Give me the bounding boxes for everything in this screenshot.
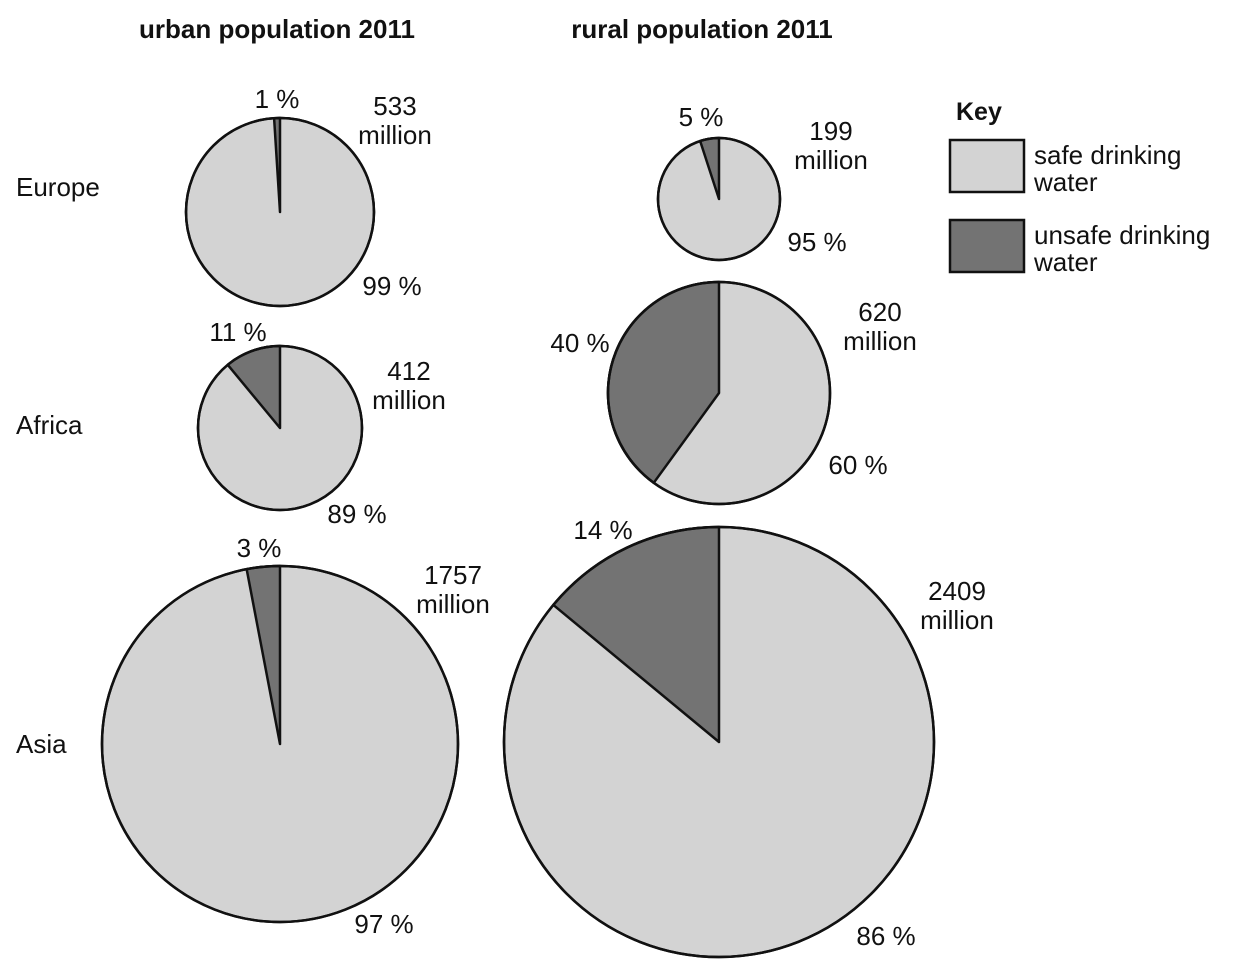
urban-asia-unsafe-label: 3 % [237, 533, 282, 563]
legend-label-unsafe-line1: unsafe drinking [1034, 220, 1210, 250]
legend: Key safe drinking water unsafe drinking … [948, 98, 1210, 277]
urban-asia-total-label: 1757 [424, 560, 482, 590]
legend-swatch-unsafe [948, 218, 1026, 274]
rural-africa-total-label: 620 [858, 297, 901, 327]
rural-title: rural population 2011 [571, 14, 833, 44]
rural-asia-total-label: 2409 [928, 576, 986, 606]
rural-asia-safe-label: 86 % [856, 921, 915, 951]
urban-africa-safe-label: 89 % [327, 499, 386, 529]
rural-europe-unsafe-label: 5 % [679, 102, 724, 132]
urban-title: urban population 2011 [139, 14, 415, 44]
urban-europe-safe-label: 99 % [362, 271, 421, 301]
urban-africa-unit-label: million [372, 385, 446, 415]
legend-title: Key [956, 98, 1002, 126]
legend-label-safe-line2: water [1033, 167, 1098, 197]
urban-asia-outline [100, 564, 460, 924]
legend-label-safe-line1: safe drinking [1034, 140, 1181, 170]
urban-europe-unsafe-label: 1 % [255, 84, 300, 114]
rural-asia-outline [502, 525, 936, 959]
urban-africa-outline [196, 344, 364, 512]
urban-africa-unsafe-label: 11 % [209, 317, 266, 347]
legend-swatch-safe [948, 138, 1026, 194]
urban-asia-unit-label: million [416, 589, 490, 619]
rural-asia-unsafe-label: 14 % [573, 515, 632, 545]
rural-africa-safe-label: 60 % [828, 450, 887, 480]
urban-africa-total-label: 412 [387, 356, 430, 386]
urban-europe-total-label: 533 [373, 91, 416, 121]
urban-europe-unit-label: million [358, 120, 432, 150]
rural-europe-safe-label: 95 % [787, 227, 846, 257]
region-label-europe: Europe [16, 172, 100, 202]
rural-africa-outline [606, 280, 832, 506]
rural-asia-unit-label: million [920, 605, 994, 635]
urban-europe-outline [184, 116, 376, 308]
region-label-asia: Asia [16, 729, 67, 759]
rural-europe-unit-label: million [794, 145, 868, 175]
rural-africa-unit-label: million [843, 326, 917, 356]
legend-label-unsafe-line2: water [1033, 247, 1098, 277]
region-label-africa: Africa [16, 410, 83, 440]
urban-asia-safe-label: 97 % [354, 909, 413, 939]
rural-africa-unsafe-label: 40 % [550, 328, 609, 358]
rural-europe-outline [656, 136, 782, 262]
rural-europe-total-label: 199 [809, 116, 852, 146]
